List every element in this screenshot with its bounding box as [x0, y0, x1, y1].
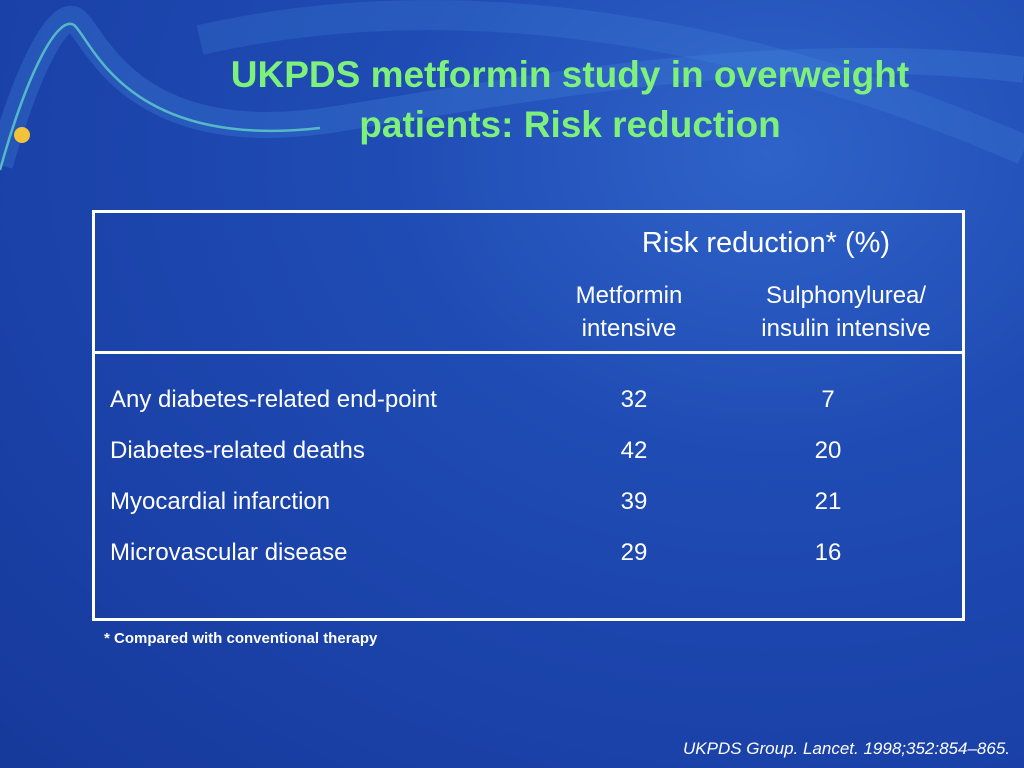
row-label: Myocardial infarction [110, 488, 331, 515]
table-row: Microvascular disease 29 16 [94, 539, 962, 579]
column-header-line: insulin intensive [761, 315, 931, 342]
row-label: Diabetes-related deaths [110, 437, 365, 464]
table-row: Any diabetes-related end-point 32 7 [94, 386, 962, 426]
header-separator [94, 351, 962, 354]
metformin-value: 29 [620, 539, 648, 566]
table-row: Myocardial infarction 39 21 [94, 488, 962, 528]
column-header-line: Metformin [575, 282, 683, 309]
title-line-2: patients: Risk reduction [359, 104, 781, 145]
metformin-value: 42 [620, 437, 648, 464]
column-header-metformin: Metformin intensive [554, 279, 704, 345]
citation: UKPDS Group. Lancet. 1998;352:854–865. [682, 739, 1010, 758]
title-line-1: UKPDS metformin study in overweight [230, 54, 910, 95]
slide-title: UKPDS metformin study in overweight pati… [120, 50, 1020, 150]
metformin-value: 39 [620, 488, 648, 515]
group-header: Risk reduction* (%) [641, 227, 891, 259]
footnote: * Compared with conventional therapy [104, 630, 378, 647]
sulphonylurea-value: 7 [821, 386, 835, 413]
table-left-border [92, 210, 95, 621]
column-header-sulphonylurea: Sulphonylurea/ insulin intensive [730, 279, 962, 345]
metformin-value: 32 [620, 386, 648, 413]
accent-dot [14, 127, 30, 143]
column-header-line: intensive [581, 315, 677, 342]
table-row: Diabetes-related deaths 42 20 [94, 437, 962, 477]
risk-reduction-table: Risk reduction* (%) Metformin intensive … [94, 210, 962, 621]
sulphonylurea-value: 21 [814, 488, 842, 515]
column-header-line: Sulphonylurea/ [765, 282, 927, 309]
row-label: Microvascular disease [110, 539, 348, 566]
sulphonylurea-value: 20 [814, 437, 842, 464]
sulphonylurea-value: 16 [814, 539, 842, 566]
row-label: Any diabetes-related end-point [110, 386, 437, 413]
table-right-border [962, 210, 965, 621]
